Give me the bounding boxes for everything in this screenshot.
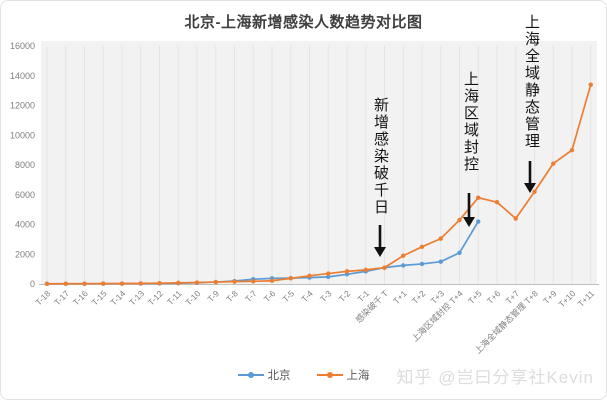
svg-text:T+1: T+1	[391, 288, 409, 306]
chart-legend: 北京 上海	[1, 367, 606, 383]
legend-item-shanghai[interactable]: 上海	[316, 367, 370, 383]
watermark-text: 知乎 @岂曰分享社Kevin	[396, 368, 594, 387]
svg-text:T-11: T-11	[165, 288, 184, 307]
svg-text:T-2: T-2	[337, 288, 353, 304]
svg-text:T+6: T+6	[485, 288, 503, 306]
svg-text:T-16: T-16	[71, 288, 90, 307]
svg-text:T-10: T-10	[183, 288, 202, 307]
svg-text:T+10: T+10	[556, 288, 577, 309]
svg-text:T-13: T-13	[127, 288, 146, 307]
legend-item-beijing[interactable]: 北京	[237, 367, 291, 383]
legend-marker-shanghai	[316, 372, 343, 378]
svg-text:T+2: T+2	[410, 288, 428, 306]
svg-text:T-3: T-3	[318, 288, 334, 304]
annotation-text-2: 上海区域封控	[462, 71, 479, 173]
svg-text:T-17: T-17	[52, 288, 71, 307]
svg-text:T-15: T-15	[90, 288, 109, 307]
legend-label-shanghai: 上海	[346, 370, 370, 382]
chart-title: 北京-上海新增感染人数趋势对比图	[184, 14, 423, 31]
svg-text:T-14: T-14	[108, 288, 127, 307]
svg-text:8000: 8000	[15, 160, 35, 170]
svg-text:14000: 14000	[10, 71, 35, 81]
svg-text:T-4: T-4	[299, 288, 315, 304]
svg-text:T+11: T+11	[576, 288, 597, 309]
legend-label-beijing: 北京	[267, 370, 291, 382]
svg-text:T-5: T-5	[280, 288, 296, 304]
legend-marker-beijing	[237, 372, 264, 378]
svg-text:16000: 16000	[10, 41, 35, 51]
svg-text:6000: 6000	[15, 190, 35, 200]
svg-text:T-12: T-12	[146, 288, 165, 307]
svg-text:12000: 12000	[10, 101, 35, 111]
annotation-text-1: 新增感染破千日	[372, 97, 389, 216]
svg-text:T-8: T-8	[224, 288, 240, 304]
svg-text:T-18: T-18	[33, 288, 52, 307]
svg-text:10000: 10000	[10, 130, 35, 140]
svg-text:2000: 2000	[15, 249, 35, 259]
svg-text:T-6: T-6	[262, 288, 278, 304]
annotation-text-3: 上海全域静态管理	[523, 14, 540, 150]
svg-text:T-7: T-7	[243, 288, 259, 304]
svg-text:0: 0	[30, 279, 35, 289]
svg-text:4000: 4000	[15, 220, 35, 230]
svg-text:T-9: T-9	[205, 288, 221, 304]
svg-text:T+5: T+5	[466, 288, 484, 306]
